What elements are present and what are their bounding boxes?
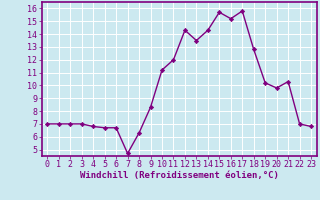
X-axis label: Windchill (Refroidissement éolien,°C): Windchill (Refroidissement éolien,°C) (80, 171, 279, 180)
